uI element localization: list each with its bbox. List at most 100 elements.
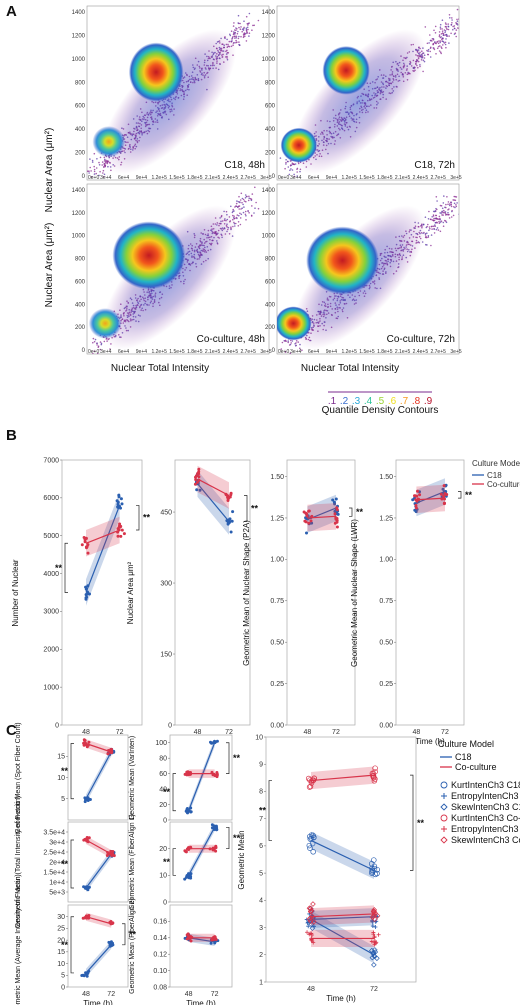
y-tick-label: 0 xyxy=(61,984,65,991)
density-point xyxy=(243,206,245,208)
density-point xyxy=(451,209,453,212)
density-point xyxy=(448,217,451,219)
data-point xyxy=(84,597,88,601)
density-point xyxy=(442,37,444,39)
density-point xyxy=(439,28,442,30)
density-point xyxy=(236,32,239,35)
density-point xyxy=(87,170,89,172)
density-point xyxy=(424,216,427,218)
y-tick-label: 200 xyxy=(75,325,86,331)
density-point xyxy=(93,340,96,343)
density-point xyxy=(454,206,456,209)
data-point xyxy=(224,492,228,496)
density-layer xyxy=(277,195,459,354)
density-point xyxy=(102,172,104,174)
y-tick-label: 600 xyxy=(265,279,276,285)
data-point xyxy=(197,470,201,474)
density-plot-label: C18, 72h xyxy=(414,160,455,171)
data-point xyxy=(116,530,120,534)
data-point xyxy=(189,806,193,810)
density-point xyxy=(246,26,249,29)
density-point xyxy=(246,22,249,25)
x-tick-label: 9e+4 xyxy=(136,175,147,181)
density-point xyxy=(296,175,299,177)
data-point xyxy=(442,502,446,506)
significance-bracket xyxy=(70,743,74,800)
y-tick-label: 0 xyxy=(272,348,276,354)
density-point xyxy=(100,342,103,345)
density-point xyxy=(289,164,292,167)
density-point xyxy=(425,235,427,238)
x-axis-label: Time (h) xyxy=(83,999,113,1005)
x-tick-label: 1.8e+5 xyxy=(377,349,393,355)
x-tick-label: 2.1e+5 xyxy=(395,175,411,181)
data-point xyxy=(197,467,201,471)
density-point xyxy=(447,203,449,206)
data-point xyxy=(81,973,85,977)
x-tick-label: 48 xyxy=(185,991,193,998)
density-point xyxy=(232,25,235,27)
density-point xyxy=(284,339,287,342)
density-point xyxy=(451,19,453,21)
density-point xyxy=(456,20,459,23)
y-tick-label: 3.5e+4 xyxy=(43,829,65,836)
density-point xyxy=(444,30,447,32)
density-point xyxy=(444,220,447,222)
data-point xyxy=(305,531,308,535)
density-point xyxy=(93,170,96,173)
y-axis-label: Geometric Mean xyxy=(237,830,246,889)
data-point xyxy=(414,503,418,507)
density-point xyxy=(239,22,241,25)
density-point xyxy=(445,46,447,49)
density-point xyxy=(441,207,444,210)
data-point xyxy=(105,854,109,857)
density-point xyxy=(445,203,447,206)
density-point xyxy=(239,223,242,226)
density-point xyxy=(451,22,453,24)
data-point xyxy=(86,743,90,747)
y-tick-label: 2e+4 xyxy=(49,859,65,866)
density-hotspot xyxy=(322,46,370,95)
density-point xyxy=(432,225,435,228)
density-point xyxy=(433,47,435,49)
density-point xyxy=(285,163,287,165)
density-point xyxy=(456,27,459,29)
chart-6: 5e+31e+41.5e+42e+42.5e+43e+43.5e+44872Ge… xyxy=(15,796,129,928)
data-point xyxy=(371,930,376,935)
y-tick-label: 0 xyxy=(163,899,167,906)
density-point xyxy=(456,18,458,21)
y-tick-label: 450 xyxy=(160,509,172,516)
density-point xyxy=(440,33,443,35)
significance-bracket xyxy=(172,773,176,812)
y-tick-label: 15 xyxy=(57,949,65,956)
x-tick-label: 2.7e+5 xyxy=(240,175,256,181)
chart-5: 5 10 15 48 72 Geometric Mean (Spot Fiber Coun… xyxy=(15,722,129,834)
series-line xyxy=(188,937,215,943)
density-point xyxy=(455,23,458,25)
density-point xyxy=(294,343,296,345)
density-point xyxy=(299,347,301,350)
y-tick-label: 400 xyxy=(265,127,276,133)
y-tick-label: 1e+4 xyxy=(49,879,65,886)
y-tick-label: 0.25 xyxy=(270,681,284,688)
density-point xyxy=(235,37,238,39)
x-tick-label: 2.1e+5 xyxy=(205,175,221,181)
data-point xyxy=(189,939,193,943)
density-point xyxy=(299,170,301,173)
chart-frame xyxy=(67,904,129,988)
density-point xyxy=(98,174,100,177)
panel-a-xlabel-right: Nuclear Total Intensity xyxy=(301,363,399,374)
y-tick-label: 300 xyxy=(160,580,172,587)
density-point xyxy=(446,35,449,37)
data-point xyxy=(82,738,86,742)
legend-label: SkewIntenCh3 Co-culture xyxy=(451,835,520,845)
legend-marker xyxy=(440,814,448,822)
x-tick-label: 6e+4 xyxy=(308,349,319,355)
density-point xyxy=(284,351,287,353)
x-tick-label: 48 xyxy=(413,729,421,736)
x-tick-label: 48 xyxy=(194,729,202,736)
y-tick-label: 1.25 xyxy=(270,515,284,522)
density-point xyxy=(244,210,247,213)
y-tick-label: 0 xyxy=(82,348,86,354)
